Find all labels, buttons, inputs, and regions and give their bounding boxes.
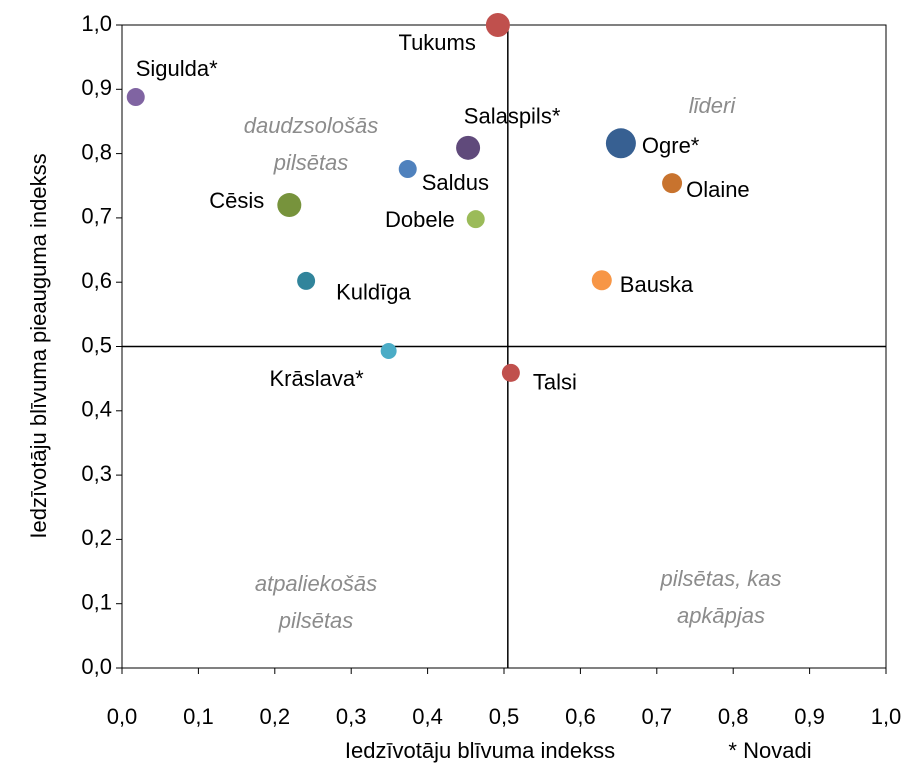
quadrant-label: pilsētas — [273, 150, 349, 175]
point — [456, 135, 481, 160]
y-tick-label: 0,2 — [81, 525, 112, 550]
x-tick-label: 0,2 — [260, 704, 291, 729]
point — [501, 363, 520, 382]
x-tick-label: 0,8 — [718, 704, 749, 729]
x-tick-label: 0,0 — [107, 704, 138, 729]
point-label: Tukums — [398, 30, 475, 55]
quadrant-label: pilsētas, kas — [659, 566, 781, 591]
point-label: Olaine — [686, 177, 750, 202]
y-tick-label: 1,0 — [81, 11, 112, 36]
point-label: Dobele — [385, 207, 455, 232]
point — [297, 271, 316, 290]
y-axis-title: Iedzīvotāju blīvuma pieauguma indekss — [26, 153, 51, 538]
x-tick-label: 0,1 — [183, 704, 214, 729]
point — [380, 343, 397, 360]
y-tick-label: 0,0 — [81, 654, 112, 679]
point — [605, 128, 636, 159]
point-label: Kuldīga — [336, 280, 411, 305]
x-tick-label: 0,9 — [794, 704, 825, 729]
point — [126, 88, 145, 107]
quadrant-label: apkāpjas — [677, 603, 765, 628]
quadrant-label: atpaliekošās — [255, 571, 377, 596]
note: * Novadi — [728, 738, 811, 763]
y-tick-label: 0,3 — [81, 461, 112, 486]
point-label: Cēsis — [209, 188, 264, 213]
point — [398, 160, 417, 179]
point — [662, 173, 683, 194]
y-tick-label: 0,7 — [81, 204, 112, 229]
point — [591, 270, 612, 291]
point-label: Saldus — [422, 170, 489, 195]
quadrant-label: līderi — [689, 93, 737, 118]
x-tick-label: 0,6 — [565, 704, 596, 729]
x-tick-label: 0,5 — [489, 704, 520, 729]
point — [277, 193, 302, 218]
point-label: Bauska — [620, 272, 694, 297]
point-label: Sigulda* — [136, 56, 218, 81]
x-tick-label: 1,0 — [871, 704, 902, 729]
point — [485, 13, 510, 37]
point-label: Talsi — [533, 370, 577, 395]
y-tick-label: 0,6 — [81, 268, 112, 293]
x-tick-label: 0,7 — [642, 704, 673, 729]
y-tick-label: 0,4 — [81, 397, 112, 422]
x-axis-title: Iedzīvotāju blīvuma indekss — [345, 738, 615, 763]
quadrant-label: pilsētas — [278, 608, 354, 633]
y-tick-label: 0,9 — [81, 75, 112, 100]
quadrant-label: daudzsološās — [244, 113, 379, 138]
x-tick-label: 0,3 — [336, 704, 367, 729]
point — [466, 210, 485, 229]
y-tick-label: 0,8 — [81, 139, 112, 164]
point-label: Ogre* — [642, 133, 700, 158]
y-tick-label: 0,5 — [81, 332, 112, 357]
point-label: Krāslava* — [269, 366, 364, 391]
y-tick-label: 0,1 — [81, 590, 112, 615]
x-tick-label: 0,4 — [412, 704, 443, 729]
point-label: Salaspils* — [464, 104, 561, 129]
